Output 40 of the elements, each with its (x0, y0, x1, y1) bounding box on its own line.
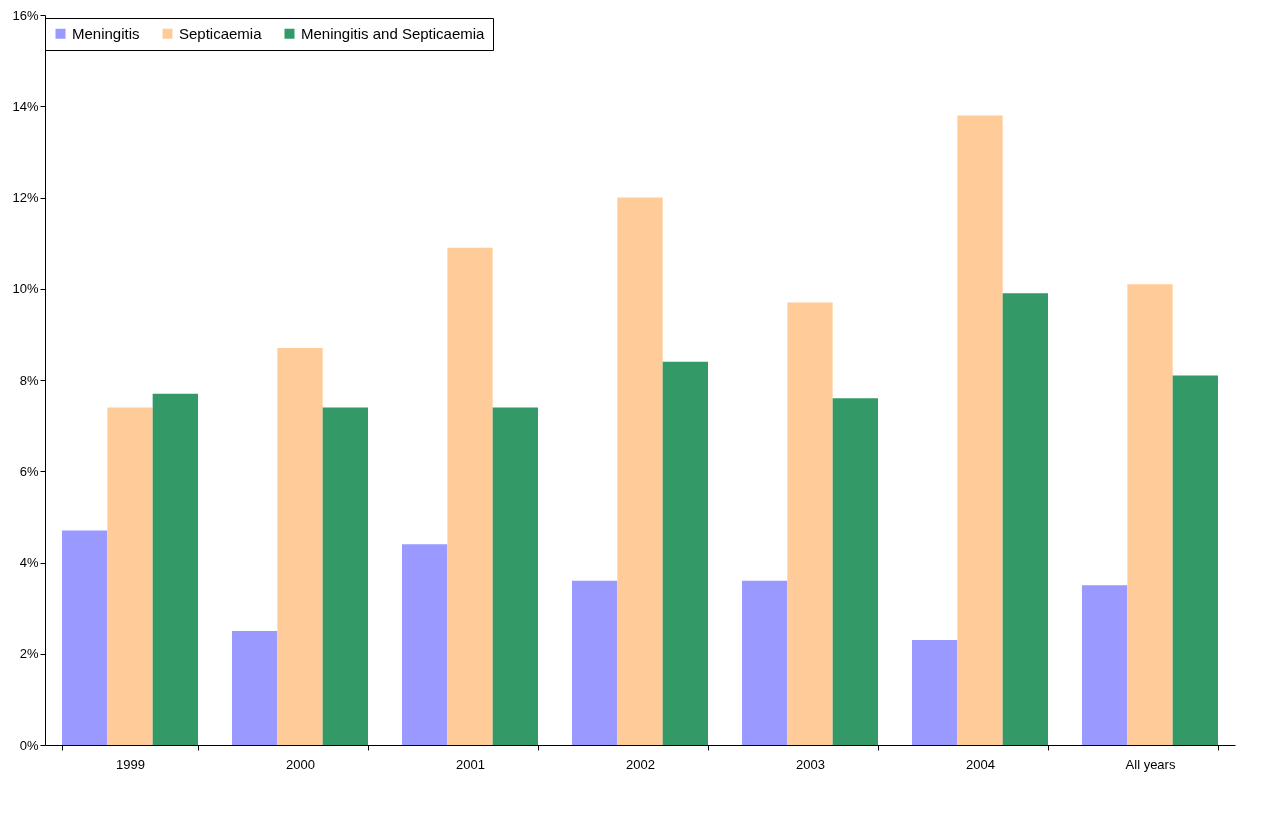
bar (62, 530, 108, 745)
bar (492, 407, 538, 745)
bar (277, 348, 323, 745)
x-tick-label: 2000 (286, 756, 315, 772)
bar (572, 580, 618, 745)
bar (1172, 375, 1218, 745)
y-tick-label: 4% (19, 555, 39, 570)
y-tick-label: 2% (19, 646, 39, 662)
x-tick-label: 2002 (626, 756, 655, 772)
bar (152, 393, 198, 745)
bar (742, 580, 788, 745)
bar (232, 630, 278, 745)
bar (662, 361, 708, 745)
legend-label: Septicaemia (179, 24, 263, 42)
y-tick-label: 16% (12, 7, 39, 23)
x-tick-label: 2004 (966, 756, 995, 772)
x-tick-label: All years (1125, 756, 1176, 772)
bar (787, 302, 833, 745)
bar (1127, 284, 1173, 745)
bar (832, 398, 878, 745)
legend-label: Meningitis and Septicaemia (301, 24, 486, 42)
x-tick-label: 2001 (456, 756, 485, 772)
bar (322, 407, 368, 745)
x-tick-label: 1999 (116, 756, 145, 772)
bar (1082, 585, 1128, 745)
bar (957, 115, 1003, 745)
bar (107, 407, 153, 745)
bar (617, 197, 663, 745)
y-tick-label: 6% (19, 463, 39, 479)
bar (402, 544, 448, 745)
legend-label: Meningitis (72, 24, 140, 42)
y-tick-label: 10% (12, 281, 39, 297)
y-tick-label: 8% (19, 372, 39, 388)
bar (912, 640, 958, 745)
bar (1002, 293, 1048, 745)
y-tick-label: 12% (12, 190, 39, 205)
x-tick-label: 2003 (796, 756, 825, 772)
y-tick-label: 14% (12, 98, 39, 114)
y-tick-label: 0% (19, 737, 39, 753)
bar (447, 247, 493, 745)
